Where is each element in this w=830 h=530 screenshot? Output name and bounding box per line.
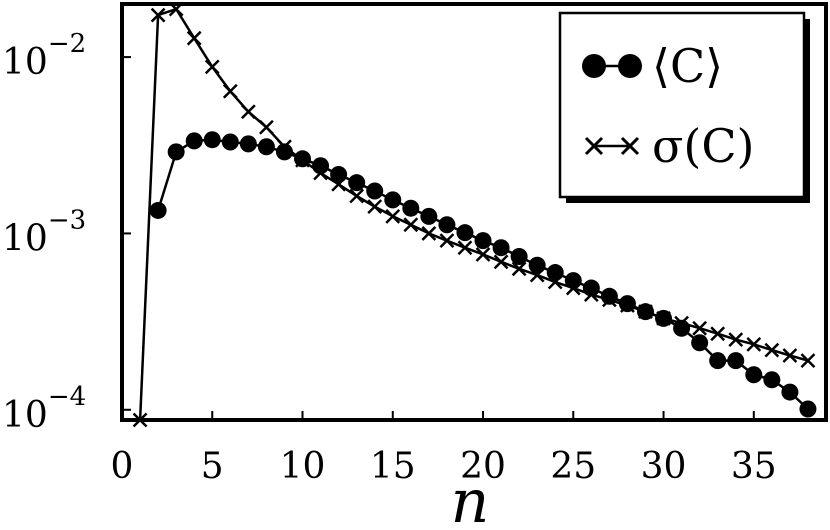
- data-point: [457, 240, 473, 256]
- data-point: [385, 208, 401, 224]
- x-tick-label: 25: [550, 446, 596, 487]
- x-tick-label: 5: [201, 446, 224, 487]
- legend-label: ⟨C⟩: [652, 39, 723, 93]
- data-point: [222, 83, 238, 99]
- data-point: [510, 247, 528, 265]
- data-point: [239, 135, 257, 153]
- data-point: [456, 224, 474, 242]
- legend-entry-0: ⟨C⟩: [582, 39, 723, 93]
- data-point: [167, 143, 185, 161]
- data-point: [565, 280, 581, 296]
- legend-marker: [582, 54, 606, 78]
- data-point: [583, 287, 599, 302]
- data-point: [656, 310, 671, 326]
- data-point: [528, 256, 546, 274]
- legend-marker: [620, 136, 640, 156]
- data-point: [204, 59, 220, 75]
- x-axis-title: n: [451, 467, 490, 530]
- data-point: [349, 188, 365, 204]
- data-point: [710, 326, 726, 342]
- x-tick-label: 15: [370, 446, 416, 487]
- data-point: [277, 139, 292, 155]
- data-point: [295, 152, 310, 168]
- data-point: [764, 342, 780, 358]
- y-tick-label: 10−3: [2, 205, 86, 259]
- plot-frame: [120, 2, 828, 422]
- data-point: [203, 131, 221, 149]
- data-point: [366, 182, 384, 200]
- x-tick-label: 10: [280, 446, 326, 487]
- data-point: [257, 138, 275, 156]
- data-point: [674, 315, 689, 331]
- legend-entry-1: σ(C): [584, 119, 755, 173]
- data-point: [638, 304, 653, 320]
- data-point: [727, 352, 745, 370]
- legend: ⟨C⟩ σ(C): [558, 11, 810, 203]
- data-point: [403, 217, 419, 233]
- x-tick-label: 30: [641, 446, 687, 487]
- data-point: [763, 371, 781, 389]
- data-point: [602, 292, 617, 308]
- data-point: [348, 174, 366, 192]
- data-point: [438, 216, 456, 234]
- data-point: [149, 201, 167, 219]
- data-point: [185, 132, 203, 150]
- data-point: [402, 199, 420, 217]
- data-point: [275, 143, 293, 161]
- data-point: [475, 247, 491, 262]
- data-point: [709, 352, 727, 370]
- data-point: [150, 7, 166, 23]
- data-point: [746, 336, 762, 352]
- data-point: [439, 233, 455, 249]
- legend-entries: ⟨C⟩ σ(C): [582, 39, 755, 173]
- data-point: [728, 332, 744, 347]
- data-point: [474, 232, 492, 250]
- legend-marker: [584, 136, 604, 156]
- data-point: [511, 261, 527, 277]
- data-point: [547, 274, 563, 290]
- data-point: [367, 199, 383, 214]
- x-tick-label: 35: [731, 446, 777, 487]
- data-point: [313, 165, 328, 181]
- data-point: [221, 133, 239, 151]
- data-point: [492, 239, 510, 257]
- data-point: [240, 104, 256, 120]
- data-point: [186, 30, 202, 46]
- data-point: [493, 254, 509, 270]
- series-0: [149, 131, 817, 418]
- data-point: [259, 119, 274, 135]
- data-point: [692, 320, 708, 336]
- data-point: [691, 334, 709, 352]
- data-point: [331, 176, 346, 192]
- x-tick-label: 0: [111, 446, 134, 487]
- legend-label: σ(C): [652, 119, 755, 173]
- data-point: [529, 267, 545, 283]
- y-tick-label: 10−2: [2, 29, 86, 83]
- series-layer: [132, 1, 817, 428]
- x-tick-label: 20: [460, 446, 506, 487]
- legend-marker: [618, 54, 642, 78]
- data-point: [421, 226, 437, 241]
- data-point: [781, 383, 799, 401]
- data-point: [799, 400, 817, 418]
- data-point: [620, 298, 635, 313]
- data-point: [800, 353, 816, 369]
- ticks-layer: 0 5 10 15 20 25 30 35 10−2 10−3 10−4: [2, 29, 777, 487]
- data-point: [384, 191, 402, 209]
- data-point: [745, 366, 763, 384]
- data-point: [132, 412, 148, 428]
- legend-box: [558, 11, 806, 199]
- data-point: [782, 348, 798, 363]
- y-tick-label: 10−4: [2, 382, 86, 436]
- data-point: [420, 207, 438, 225]
- series-1: [132, 1, 816, 428]
- data-point: [168, 1, 184, 17]
